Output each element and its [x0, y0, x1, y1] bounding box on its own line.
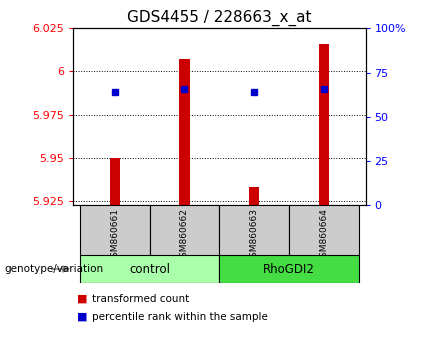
- Bar: [80, 255, 219, 283]
- Text: ■: ■: [77, 312, 88, 322]
- Text: GSM860663: GSM860663: [249, 208, 258, 263]
- Text: GSM860664: GSM860664: [319, 208, 328, 263]
- Bar: [179, 59, 190, 205]
- Title: GDS4455 / 228663_x_at: GDS4455 / 228663_x_at: [127, 9, 312, 25]
- Bar: [80, 205, 150, 255]
- Text: RhoGDI2: RhoGDI2: [263, 263, 315, 275]
- Bar: [150, 205, 219, 255]
- Text: GSM860661: GSM860661: [111, 208, 120, 263]
- Bar: [219, 205, 289, 255]
- Bar: [249, 187, 259, 205]
- Text: GSM860662: GSM860662: [180, 208, 189, 263]
- Text: control: control: [129, 263, 170, 275]
- Text: genotype/variation: genotype/variation: [4, 264, 104, 274]
- Text: ■: ■: [77, 294, 88, 304]
- Bar: [319, 44, 329, 205]
- Text: transformed count: transformed count: [92, 294, 190, 304]
- Bar: [219, 255, 359, 283]
- Bar: [110, 158, 120, 205]
- Text: percentile rank within the sample: percentile rank within the sample: [92, 312, 268, 322]
- Bar: [289, 205, 359, 255]
